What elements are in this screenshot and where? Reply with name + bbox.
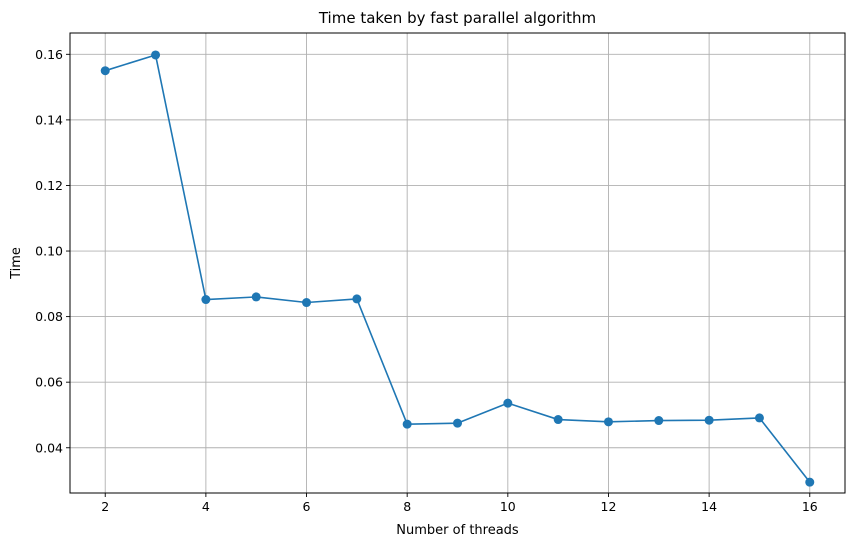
data-point [754,413,764,423]
data-series [100,50,815,487]
data-point [302,298,312,308]
x-tick-label: 16 [802,499,818,514]
data-point [100,66,110,76]
data-point [805,477,815,487]
y-tick-label: 0.04 [35,440,63,455]
x-axis-ticks: 2 4 6 8 10 12 14 16 [101,493,818,514]
chart-title: Time taken by fast parallel algorithm [318,9,596,27]
data-point [453,418,462,428]
x-tick-label: 2 [101,499,109,514]
data-point [402,419,412,429]
x-tick-label: 12 [601,499,617,514]
x-tick-label: 6 [303,499,311,514]
x-tick-label: 14 [701,499,717,514]
x-axis-label: Number of threads [396,523,519,538]
plot-area-frame [69,32,846,494]
grid-lines [70,33,845,493]
data-point [251,292,261,302]
data-point [352,294,362,304]
x-tick-label: 4 [202,499,210,514]
data-point [603,417,613,427]
y-tick-label: 0.16 [35,47,63,62]
y-axis-label: Time [9,247,24,280]
data-point [503,398,513,408]
y-tick-label: 0.14 [35,112,63,127]
y-tick-label: 0.06 [35,375,63,390]
data-point [553,415,563,425]
y-tick-label: 0.10 [35,244,63,259]
x-tick-label: 10 [500,499,516,514]
data-point [151,50,161,60]
y-axis-ticks: 0.04 0.06 0.08 0.10 0.12 0.14 0.16 [35,47,70,455]
x-tick-label: 8 [403,499,411,514]
y-tick-label: 0.12 [35,178,63,193]
y-tick-label: 0.08 [35,309,63,324]
data-point [654,416,664,426]
data-point [704,415,714,425]
data-point [201,295,211,305]
